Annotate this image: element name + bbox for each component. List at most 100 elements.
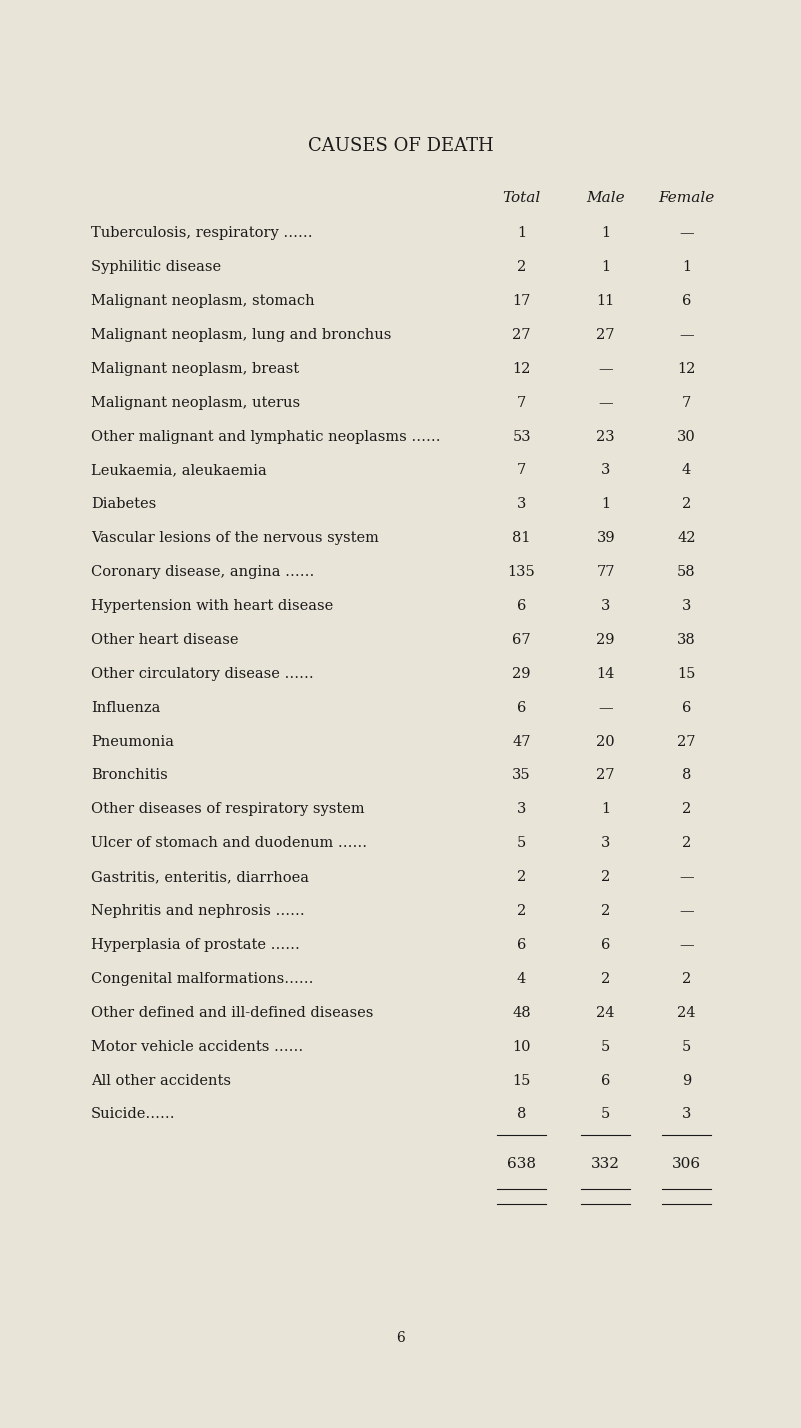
Text: 9: 9 <box>682 1074 691 1088</box>
Text: 8: 8 <box>682 768 691 783</box>
Text: 3: 3 <box>517 803 526 817</box>
Text: 2: 2 <box>601 972 610 985</box>
Text: Motor vehicle accidents ……: Motor vehicle accidents …… <box>91 1040 304 1054</box>
Text: Ulcer of stomach and duodenum ……: Ulcer of stomach and duodenum …… <box>91 837 367 850</box>
Text: 20: 20 <box>597 734 615 748</box>
Text: 67: 67 <box>513 633 531 647</box>
Text: 27: 27 <box>597 328 615 341</box>
Text: Tuberculosis, respiratory ……: Tuberculosis, respiratory …… <box>91 226 312 240</box>
Text: 1: 1 <box>682 260 691 274</box>
Text: 6: 6 <box>517 701 526 714</box>
Text: 135: 135 <box>508 565 536 580</box>
Text: Influenza: Influenza <box>91 701 160 714</box>
Text: 6: 6 <box>396 1331 405 1345</box>
Text: 4: 4 <box>682 464 691 477</box>
Text: 81: 81 <box>513 531 531 545</box>
Text: All other accidents: All other accidents <box>91 1074 231 1088</box>
Text: Gastritis, enteritis, diarrhoea: Gastritis, enteritis, diarrhoea <box>91 870 309 884</box>
Text: 6: 6 <box>517 598 526 613</box>
Text: Malignant neoplasm, uterus: Malignant neoplasm, uterus <box>91 396 300 410</box>
Text: 6: 6 <box>517 938 526 952</box>
Text: 6: 6 <box>682 701 691 714</box>
Text: 2: 2 <box>517 904 526 918</box>
Text: 27: 27 <box>677 734 696 748</box>
Text: 5: 5 <box>601 1108 610 1121</box>
Text: 38: 38 <box>677 633 696 647</box>
Text: 11: 11 <box>597 294 615 308</box>
Text: Total: Total <box>502 191 541 204</box>
Text: 2: 2 <box>601 904 610 918</box>
Text: 1: 1 <box>602 803 610 817</box>
Text: 2: 2 <box>517 870 526 884</box>
Text: 3: 3 <box>601 837 610 850</box>
Text: 6: 6 <box>682 294 691 308</box>
Text: 27: 27 <box>597 768 615 783</box>
Text: 77: 77 <box>597 565 615 580</box>
Text: 1: 1 <box>602 260 610 274</box>
Text: 4: 4 <box>517 972 526 985</box>
Text: Suicide……: Suicide…… <box>91 1108 175 1121</box>
Text: Congenital malformations……: Congenital malformations…… <box>91 972 313 985</box>
Text: 7: 7 <box>517 396 526 410</box>
Text: 638: 638 <box>507 1157 536 1171</box>
Text: 2: 2 <box>682 972 691 985</box>
Text: 2: 2 <box>682 497 691 511</box>
Text: 24: 24 <box>597 1005 615 1020</box>
Text: Male: Male <box>586 191 625 204</box>
Text: Malignant neoplasm, lung and bronchus: Malignant neoplasm, lung and bronchus <box>91 328 392 341</box>
Text: Other defined and ill-defined diseases: Other defined and ill-defined diseases <box>91 1005 373 1020</box>
Text: 24: 24 <box>677 1005 696 1020</box>
Text: —: — <box>679 870 694 884</box>
Text: 47: 47 <box>513 734 531 748</box>
Text: —: — <box>598 361 613 376</box>
Text: Other malignant and lymphatic neoplasms ……: Other malignant and lymphatic neoplasms … <box>91 430 441 444</box>
Text: 48: 48 <box>513 1005 531 1020</box>
Text: 42: 42 <box>677 531 696 545</box>
Text: 3: 3 <box>682 598 691 613</box>
Text: 29: 29 <box>597 633 615 647</box>
Text: Female: Female <box>658 191 714 204</box>
Text: —: — <box>679 328 694 341</box>
Text: 1: 1 <box>602 226 610 240</box>
Text: Malignant neoplasm, stomach: Malignant neoplasm, stomach <box>91 294 315 308</box>
Text: 306: 306 <box>672 1157 701 1171</box>
Text: 1: 1 <box>602 497 610 511</box>
Text: Other circulatory disease ……: Other circulatory disease …… <box>91 667 314 681</box>
Text: 17: 17 <box>513 294 531 308</box>
Text: 7: 7 <box>517 464 526 477</box>
Text: CAUSES OF DEATH: CAUSES OF DEATH <box>308 137 493 156</box>
Text: 39: 39 <box>597 531 615 545</box>
Text: 5: 5 <box>517 837 526 850</box>
Text: —: — <box>679 904 694 918</box>
Text: 8: 8 <box>517 1108 526 1121</box>
Text: —: — <box>598 396 613 410</box>
Text: Leukaemia, aleukaemia: Leukaemia, aleukaemia <box>91 464 267 477</box>
Text: —: — <box>679 938 694 952</box>
Text: 2: 2 <box>682 803 691 817</box>
Text: 10: 10 <box>513 1040 531 1054</box>
Text: 15: 15 <box>678 667 695 681</box>
Text: Other heart disease: Other heart disease <box>91 633 239 647</box>
Text: —: — <box>679 226 694 240</box>
Text: Vascular lesions of the nervous system: Vascular lesions of the nervous system <box>91 531 379 545</box>
Text: 332: 332 <box>591 1157 620 1171</box>
Text: 12: 12 <box>513 361 531 376</box>
Text: 3: 3 <box>601 598 610 613</box>
Text: 2: 2 <box>601 870 610 884</box>
Text: 27: 27 <box>513 328 531 341</box>
Text: 3: 3 <box>682 1108 691 1121</box>
Text: Nephritis and nephrosis ……: Nephritis and nephrosis …… <box>91 904 304 918</box>
Text: 7: 7 <box>682 396 691 410</box>
Text: Syphilitic disease: Syphilitic disease <box>91 260 221 274</box>
Text: 30: 30 <box>677 430 696 444</box>
Text: 23: 23 <box>597 430 615 444</box>
Text: Diabetes: Diabetes <box>91 497 156 511</box>
Text: 53: 53 <box>513 430 531 444</box>
Text: Coronary disease, angina ……: Coronary disease, angina …… <box>91 565 314 580</box>
Text: Malignant neoplasm, breast: Malignant neoplasm, breast <box>91 361 299 376</box>
Text: 29: 29 <box>513 667 531 681</box>
Text: 1: 1 <box>517 226 526 240</box>
Text: 15: 15 <box>513 1074 531 1088</box>
Text: 2: 2 <box>682 837 691 850</box>
Text: Hypertension with heart disease: Hypertension with heart disease <box>91 598 333 613</box>
